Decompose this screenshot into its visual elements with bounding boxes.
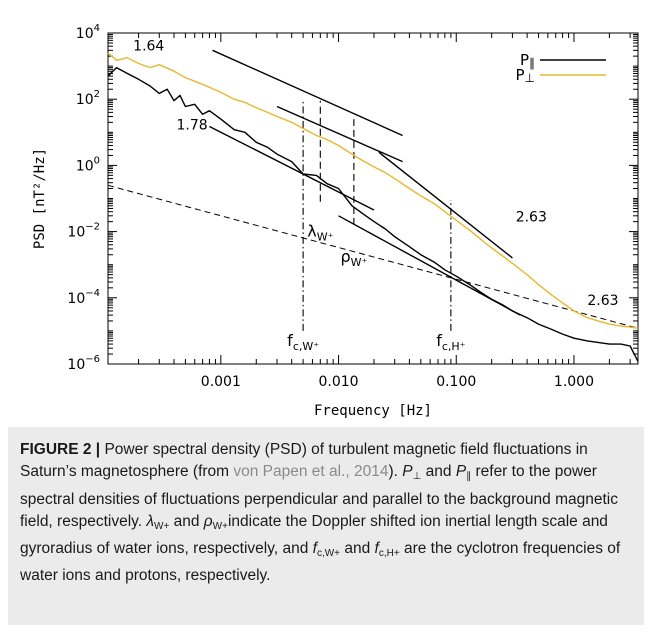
- power-law-fit-line: [378, 151, 513, 259]
- symbol-lambda: λ: [146, 512, 154, 530]
- symbol-p-perp: P: [402, 463, 413, 481]
- symbol-f-ch: f: [374, 540, 379, 558]
- legend-label: P⊥: [516, 66, 536, 85]
- marker-label-lambda_W+: λW⁺: [307, 222, 333, 244]
- annotation-labels: 1.64 1.78 2.63 2.63 fc,W⁺ λW⁺ ρW⁺ fc,H⁺: [133, 38, 618, 353]
- legend-label: P∥: [520, 51, 535, 70]
- axes: 0.001 0.010 0.100 1.000 10−6 10−4 10−2 100 102 10…: [32, 23, 639, 419]
- x-tick-label: 1.000: [554, 374, 594, 390]
- symbol-p-perp-sub: ⊥: [412, 471, 422, 483]
- caption-label: FIGURE 2 |: [20, 441, 101, 458]
- x-tick-label: 0.001: [201, 374, 241, 390]
- psd-chart: 0.001 0.010 0.100 1.000 10−6 10−4 10−2 100 102 10…: [32, 23, 639, 419]
- marker-label-f_c,H+: fc,H⁺: [436, 331, 465, 353]
- x-axis-label: Frequency [Hz]: [314, 403, 432, 419]
- plot-frame: [107, 32, 639, 365]
- symbol-lambda-sub: W+: [154, 520, 170, 532]
- caption-text: ).: [388, 463, 403, 481]
- symbol-rho: ρ: [203, 512, 213, 530]
- caption-text: Power spectral density (PSD) of turbulen…: [20, 441, 588, 481]
- y-tick-label: 10−4: [67, 288, 100, 307]
- caption-text: and: [340, 540, 375, 558]
- series-line-p-perpendicular: [107, 52, 639, 329]
- caption-text: and: [169, 512, 204, 530]
- symbol-f-ch-sub: c,H+: [378, 548, 400, 560]
- series-lines: [107, 52, 639, 362]
- figure-caption: FIGURE 2 | Power spectral density (PSD) …: [20, 439, 632, 588]
- caption-text: and: [421, 463, 456, 481]
- y-axis-label: PSD [nT²/Hz]: [32, 148, 48, 249]
- y-tick-label: 100: [76, 155, 100, 174]
- power-law-fit-line: [212, 49, 403, 137]
- y-tick-label: 102: [76, 89, 100, 108]
- power-law-fit-line: [209, 125, 375, 211]
- noise-floor-line: [107, 184, 639, 329]
- citation-link[interactable]: von Papen et al., 2014: [233, 463, 389, 481]
- slope-label: 1.78: [176, 118, 207, 134]
- x-tick-label: 0.010: [318, 374, 358, 390]
- caption-text: indicate the Doppler shifted ion inertia…: [20, 512, 608, 558]
- power-law-fit-line: [276, 105, 403, 163]
- marker-label-f_c,W+: fc,W⁺: [287, 331, 319, 353]
- y-tick-label: 104: [76, 23, 100, 42]
- symbol-rho-sub: W+: [212, 520, 228, 532]
- symbol-p-par: P: [455, 463, 467, 481]
- caption-text: are the cyclotron frequencies of water i…: [20, 540, 621, 585]
- slope-label: 1.64: [133, 38, 164, 54]
- slope-label: 2.63: [516, 210, 547, 226]
- legend: P∥P⊥: [516, 51, 606, 85]
- x-tick-label: 0.100: [436, 374, 476, 390]
- series-line-p-parallel: [107, 66, 639, 362]
- guide-lines: [107, 49, 639, 331]
- symbol-f-cw: f: [312, 540, 317, 558]
- y-tick-label: 10−2: [67, 222, 100, 241]
- symbol-f-cw-sub: c,W+: [316, 548, 341, 560]
- caption-box: [8, 427, 644, 625]
- marker-label-rho_W+: ρW⁺: [340, 247, 367, 269]
- y-tick-label: 10−6: [67, 354, 100, 373]
- slope-label: 2.63: [587, 293, 618, 309]
- caption-text: refer to the power spectral densities of…: [20, 463, 618, 530]
- symbol-p-par-sub: ∥: [466, 471, 472, 483]
